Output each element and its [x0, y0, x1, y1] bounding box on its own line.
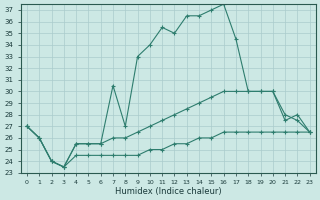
- X-axis label: Humidex (Indice chaleur): Humidex (Indice chaleur): [115, 187, 222, 196]
